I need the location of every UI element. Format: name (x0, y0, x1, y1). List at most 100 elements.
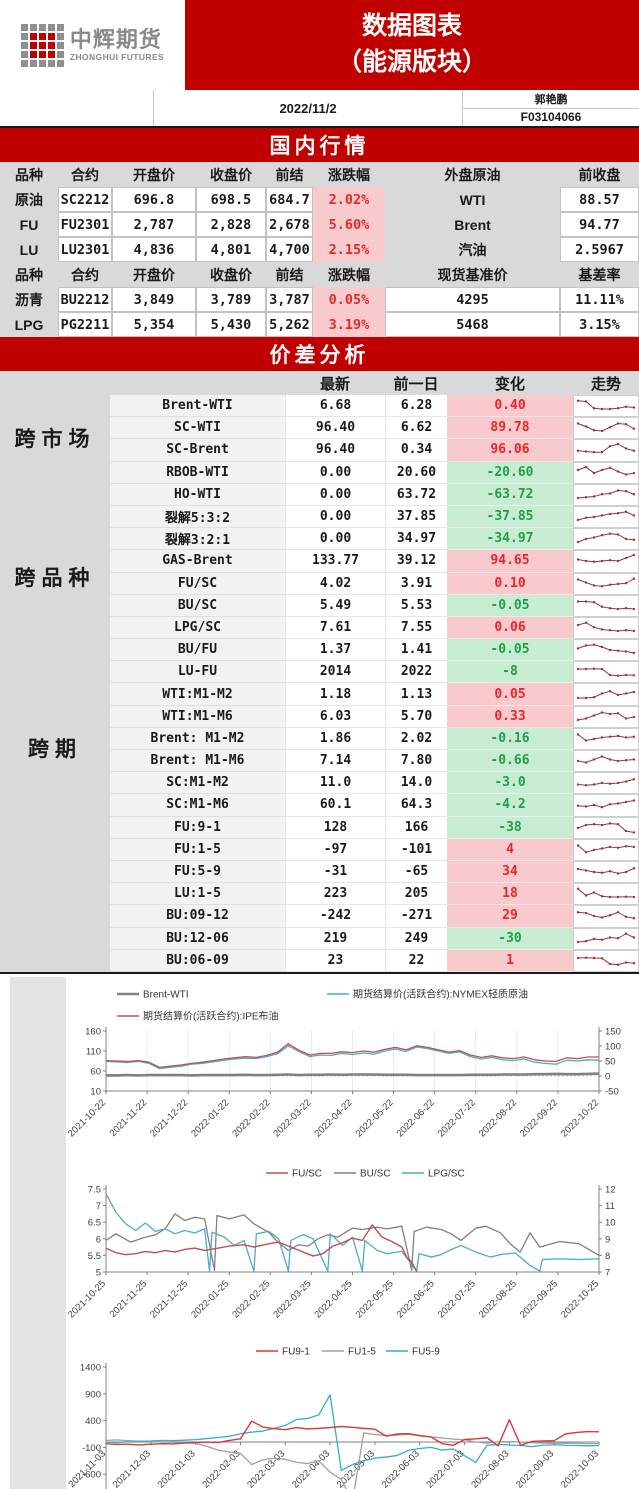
svg-text:2021-11-22: 2021-11-22 (108, 1097, 150, 1139)
legend-label: FU1-5 (348, 1346, 376, 1357)
svg-text:400: 400 (85, 1416, 101, 1427)
trend-sparkline (576, 510, 636, 522)
spread-name: LPG/SC (110, 616, 285, 640)
market-row2-col4: 4,700 (266, 237, 313, 262)
svg-text:2022-10-22: 2022-10-22 (559, 1097, 601, 1139)
spread-trend-cell (573, 794, 639, 817)
spread-prev: 64.3 (385, 794, 447, 817)
spread-change: 0.33 (447, 705, 573, 728)
spread-name: GAS-Brent (110, 550, 285, 573)
svg-text:10: 10 (90, 1086, 101, 1097)
spread-trend-cell (573, 528, 639, 551)
svg-text:2022-04-22: 2022-04-22 (312, 1097, 354, 1139)
market-row2-col3: 4,801 (196, 237, 266, 262)
svg-text:2022-07-22: 2022-07-22 (436, 1097, 478, 1139)
spread-change: 18 (447, 883, 573, 906)
spread-change: 0.05 (447, 683, 573, 706)
market-row2-1-col5: 3.19% (313, 312, 385, 337)
market-header2-col0: 品种 (0, 262, 58, 287)
spread-prev: 166 (385, 816, 447, 839)
market-header1-col4: 前结 (266, 162, 313, 187)
spread-name: Brent-WTI (110, 395, 285, 418)
spread-trend-cell (573, 439, 639, 462)
spread-prev: 5.53 (385, 594, 447, 617)
legend-label: 期货结算价(活跃合约):IPE布油 (143, 1009, 279, 1022)
svg-text:2022-07-03: 2022-07-03 (425, 1448, 467, 1489)
svg-text:11: 11 (605, 1201, 615, 1212)
spread-name: BU:12-06 (110, 927, 285, 950)
spread-prev: 39.12 (385, 550, 447, 573)
market-row0-col4: 684.7 (266, 187, 313, 212)
spread-name: 裂解5:3:2 (110, 505, 285, 529)
spread-name: Brent: M1-M2 (110, 727, 285, 750)
spread-trend-cell (573, 838, 639, 861)
svg-text:-600: -600 (82, 1470, 101, 1481)
trend-sparkline (576, 465, 636, 476)
svg-text:110: 110 (86, 1046, 101, 1057)
svg-text:12: 12 (605, 1184, 616, 1195)
spread-prev: 20.60 (385, 461, 447, 484)
spread-trend-cell (573, 639, 639, 662)
report-title: 数据图表 （能源版块） (185, 0, 639, 90)
spread-name: Brent: M1-M6 (110, 750, 285, 773)
spread-latest: 96.40 (285, 439, 385, 462)
spread-latest: 219 (285, 927, 385, 950)
market-header1-col5: 涨跌幅 (313, 162, 385, 187)
spread-prev: 14.0 (385, 772, 447, 795)
trend-sparkline (576, 532, 636, 544)
spread-header-0: 最新 (285, 371, 385, 395)
trend-sparkline (576, 621, 636, 633)
svg-text:2021-12-25: 2021-12-25 (148, 1278, 190, 1320)
spread-latest: 0.00 (285, 483, 385, 506)
spread-prev: 1.41 (385, 639, 447, 662)
svg-text:7: 7 (605, 1267, 610, 1278)
spread-header-1: 前一日 (385, 371, 447, 395)
spread-prev: 2022 (385, 661, 447, 684)
trend-sparkline (576, 755, 636, 764)
svg-text:50: 50 (605, 1056, 616, 1067)
market-header2-col7: 基差率 (560, 262, 639, 287)
spread-name: WTI:M1-M6 (110, 705, 285, 728)
trend-sparkline (576, 867, 636, 875)
spread-prev: 6.62 (385, 417, 447, 440)
svg-text:-100: -100 (82, 1443, 101, 1454)
market-header1-col0: 品种 (0, 162, 58, 187)
series-line (105, 1394, 600, 1471)
spread-trend-cell (573, 750, 639, 773)
series-line (105, 1418, 600, 1447)
market-row0-col2: 696.8 (112, 187, 196, 212)
logo-en-text: ZHONGHUI FUTURES (69, 51, 165, 62)
trend-sparkline (576, 956, 636, 966)
spread-prev: 5.70 (385, 705, 447, 728)
spread-change: -4.2 (447, 794, 573, 817)
market-row2-0-col6: 4295 (385, 287, 560, 312)
spread-trend-cell (573, 483, 639, 506)
svg-text:2022-09-25: 2022-09-25 (518, 1278, 560, 1320)
spread-change: -37.85 (447, 505, 573, 529)
spread-name: FU:5-9 (110, 860, 285, 884)
spread-latest: 223 (285, 883, 385, 906)
spread-latest: -97 (285, 838, 385, 861)
spread-name: 裂解3:2:1 (110, 528, 285, 551)
svg-text:2021-12-22: 2021-12-22 (148, 1097, 190, 1139)
market-header1-col2: 开盘价 (112, 162, 196, 187)
svg-text:60: 60 (90, 1066, 101, 1077)
spread-name: LU-FU (110, 661, 285, 684)
svg-text:2022-06-25: 2022-06-25 (395, 1278, 437, 1320)
domestic-market-table: 品种 合约 开盘价 收盘价 前结 涨跌幅 外盘原油 前收盘 原油 SC2212 696.8 698.5… (0, 162, 639, 337)
svg-text:2022-01-22: 2022-01-22 (189, 1097, 231, 1139)
chart-svg-1: 7.5 7 6.5 6 5.5 5 12 11 10 9 8 7 2021-10-25 2021-11-2… (66, 1168, 616, 1320)
spread-latest: 1.86 (285, 727, 385, 750)
trend-sparkline (576, 711, 636, 721)
spread-prev: -101 (385, 838, 447, 861)
series-line (106, 1072, 600, 1077)
spread-trend-cell (573, 772, 639, 795)
svg-text:2022-04-25: 2022-04-25 (312, 1278, 354, 1320)
svg-text:8: 8 (605, 1251, 610, 1262)
market-row1-col4: 2,678 (266, 212, 313, 237)
svg-text:2021-10-25: 2021-10-25 (66, 1278, 108, 1320)
spread-latest: 4.02 (285, 572, 385, 595)
trend-sparkline (576, 821, 636, 834)
header: 中辉期货 ZHONGHUI FUTURES 数据图表 （能源版块） (0, 0, 639, 90)
